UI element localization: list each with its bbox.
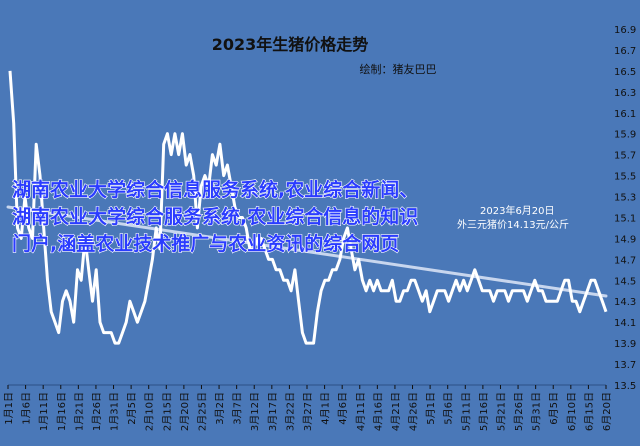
x-tick-label: 4月11日 [355,392,367,431]
y-tick-label: 15.1 [614,213,636,224]
y-axis: 13.5 13.7 13.9 14.1 14.3 14.5 14.7 14.9 15.1 15.3… [614,25,636,392]
y-tick-label: 14.1 [614,318,636,329]
y-tick-label: 15.3 [614,193,636,204]
x-tick-label: 1月11日 [38,392,50,431]
y-tick-label: 13.7 [614,360,636,371]
x-tick-label: 2月15日 [161,392,173,431]
y-tick-label: 14.9 [614,234,636,245]
x-axis: 1月1日 1月6日 1月11日 1月16日 1月21日 1月26日 1月31日 2月5日 2月1… [3,384,613,431]
x-tick-label: 3月7日 [232,392,244,425]
x-tick-label: 2月5日 [126,392,138,425]
y-tick-label: 13.9 [614,339,636,350]
y-tick-label: 16.3 [614,88,636,99]
y-tick-label: 16.1 [614,109,636,120]
x-tick-label: 6月10日 [566,392,578,431]
y-tick-label: 13.5 [614,381,636,392]
overlay-text-block: 湖南农业大学综合信息服务系统,农业综合新闻、 湖南农业大学综合服务系统,农业综合… [11,177,418,255]
y-tick-label: 14.7 [614,255,636,266]
x-tick-label: 6月15日 [583,392,595,431]
x-tick-label: 3月17日 [267,392,279,431]
x-tick-label: 4月6日 [337,392,349,425]
x-tick-label: 3月22日 [284,392,296,431]
y-tick-label: 14.3 [614,297,636,308]
y-tick-label: 14.5 [614,276,636,287]
x-tick-label: 2月20日 [179,392,191,431]
x-tick-label: 5月21日 [495,392,507,431]
x-tick-label: 4月16日 [372,392,384,431]
x-tick-label: 4月26日 [408,392,420,431]
x-tick-label: 2月10日 [144,392,156,431]
chart-title: 2023年生猪价格走势 [212,35,369,54]
x-tick-label: 3月2日 [214,392,226,425]
x-tick-label: 4月21日 [390,392,402,431]
plot-area [6,70,608,345]
x-tick-label: 2月25日 [196,392,208,431]
y-tick-label: 16.5 [614,67,636,78]
chart-subtitle: 绘制：猪友巴巴 [360,62,437,76]
x-tick-label: 5月1日 [425,392,437,425]
x-tick-label: 5月6日 [443,392,455,425]
x-tick-label: 1月1日 [3,392,15,425]
x-tick-label: 1月16日 [56,392,68,431]
y-tick-label: 15.9 [614,130,636,141]
x-tick-label: 6月5日 [548,392,560,425]
annotation-date: 2023年6月20日 [480,204,555,217]
overlay-text-line-2: 湖南农业大学综合服务系统,农业综合信息的知识 [12,205,418,228]
x-tick-label: 1月6日 [21,392,33,425]
y-tick-label: 15.7 [614,151,636,162]
y-tick-label: 16.9 [614,25,636,36]
x-tick-label: 1月31日 [109,392,121,431]
price-series-line [8,70,608,345]
x-tick-label: 6月20日 [601,392,613,431]
x-tick-label: 5月31日 [531,392,543,431]
overlay-text-line-1: 湖南农业大学综合信息服务系统,农业综合新闻、 [12,178,418,201]
y-tick-label: 16.7 [614,46,636,57]
x-tick-label: 5月16日 [478,392,490,431]
annotation-price: 外三元猪价14.13元/公斤 [457,219,569,231]
trend-line [6,205,608,298]
x-tick-label: 1月26日 [91,392,103,431]
x-tick-label: 3月27日 [302,392,314,431]
x-tick-label: 4月1日 [320,392,332,425]
y-tick-label: 15.5 [614,172,636,183]
x-tick-label: 5月26日 [513,392,525,431]
x-tick-label: 3月12日 [249,392,261,431]
overlay-text-line-3: 门户,涵盖农业技术推广与农业资讯的综合网页 [12,232,399,255]
x-tick-label: 5月11日 [460,392,472,431]
x-tick-label: 1月21日 [73,392,85,431]
